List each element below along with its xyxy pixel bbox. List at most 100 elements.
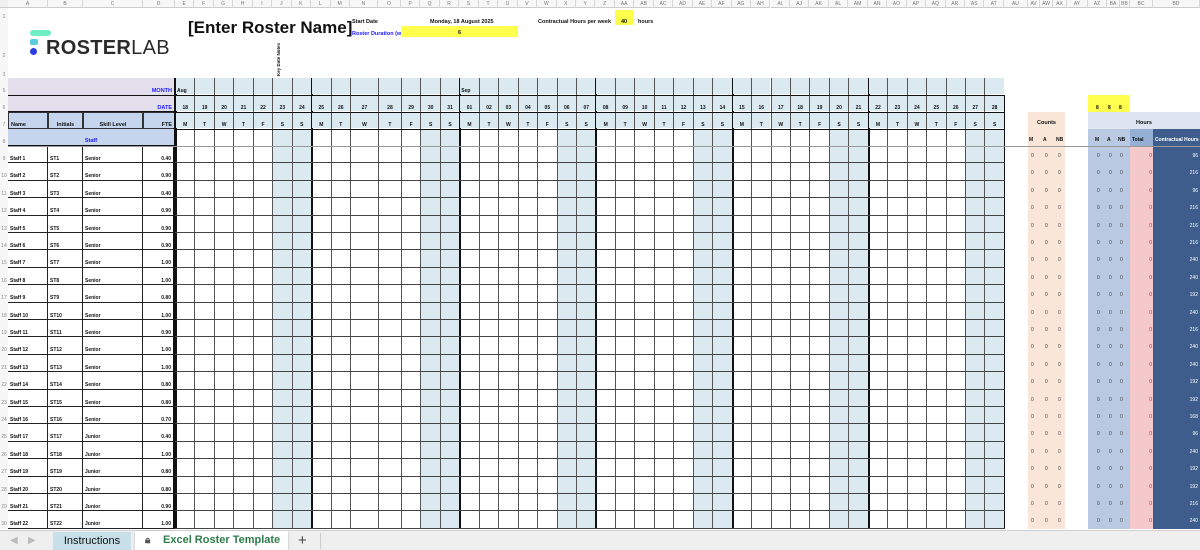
- day-cell[interactable]: T: [615, 113, 635, 128]
- staff-name-cell[interactable]: Staff 4: [8, 198, 48, 216]
- staff-skill-cell[interactable]: Junior: [83, 441, 143, 460]
- initials-column-header[interactable]: Initials: [48, 112, 83, 129]
- staff-name-cell[interactable]: Staff 20: [8, 476, 48, 494]
- month-cell[interactable]: [966, 78, 985, 94]
- staff-initials-cell[interactable]: ST16: [48, 407, 83, 425]
- staff-initials-cell[interactable]: ST8: [48, 267, 83, 286]
- column-header-ar[interactable]: AR: [945, 0, 965, 8]
- day-cell[interactable]: T: [888, 113, 907, 128]
- staff-name-cell[interactable]: Staff 21: [8, 494, 48, 512]
- staff-skill-cell[interactable]: Junior: [83, 459, 143, 477]
- staff-skill-cell[interactable]: Senior: [83, 180, 143, 199]
- staff-skill-cell[interactable]: Senior: [83, 372, 143, 390]
- month-cell[interactable]: [421, 78, 440, 94]
- month-cell[interactable]: [849, 78, 868, 94]
- month-cell[interactable]: [674, 78, 693, 94]
- row-header-6[interactable]: 6: [0, 95, 8, 112]
- staff-fte-cell[interactable]: 1.00: [143, 441, 175, 460]
- column-header-p[interactable]: P: [400, 0, 421, 8]
- date-cell[interactable]: 15: [732, 96, 752, 111]
- month-cell[interactable]: [654, 78, 674, 94]
- column-header-ae[interactable]: AE: [692, 0, 713, 8]
- date-cell[interactable]: 31: [440, 96, 460, 111]
- month-cell[interactable]: [378, 78, 401, 94]
- staff-fte-cell[interactable]: 0.90: [143, 494, 175, 512]
- row-header-28[interactable]: 28: [0, 476, 8, 494]
- staff-name-cell[interactable]: Staff 7: [8, 250, 48, 268]
- staff-fte-cell[interactable]: 0.80: [143, 459, 175, 477]
- date-cell[interactable]: 08: [596, 96, 615, 111]
- month-cell[interactable]: [195, 78, 214, 94]
- roster-title[interactable]: [Enter Roster Name]: [188, 18, 353, 37]
- staff-skill-cell[interactable]: Junior: [83, 424, 143, 442]
- date-cell[interactable]: 14: [713, 96, 732, 111]
- staff-skill-cell[interactable]: Junior: [83, 494, 143, 512]
- month-cell[interactable]: [253, 78, 273, 94]
- staff-fte-cell[interactable]: 0.90: [143, 320, 175, 338]
- scroll-left-arrow-icon[interactable]: ◀: [10, 535, 18, 546]
- day-cell[interactable]: T: [234, 113, 253, 128]
- day-cell[interactable]: T: [518, 113, 538, 128]
- staff-initials-cell[interactable]: ST13: [48, 354, 83, 373]
- staff-fte-cell[interactable]: 0.40: [143, 424, 175, 442]
- row-header-11[interactable]: 11: [0, 180, 8, 199]
- column-header-au[interactable]: AU: [1003, 0, 1028, 8]
- staff-name-cell[interactable]: Staff 14: [8, 372, 48, 390]
- month-cell[interactable]: Sep: [460, 78, 479, 94]
- column-header-aw[interactable]: AW: [1040, 0, 1053, 8]
- month-cell[interactable]: [829, 78, 849, 94]
- column-header-i[interactable]: I: [252, 0, 273, 8]
- date-cell[interactable]: 07: [577, 96, 596, 111]
- staff-name-cell[interactable]: Staff 12: [8, 337, 48, 355]
- row-header-3[interactable]: 3: [0, 65, 8, 78]
- shift-hours-fields[interactable]: [1088, 95, 1130, 112]
- day-cell[interactable]: M: [732, 113, 752, 128]
- staff-initials-cell[interactable]: ST5: [48, 215, 83, 233]
- day-cell[interactable]: W: [499, 113, 518, 128]
- date-cell[interactable]: 22: [868, 96, 888, 111]
- staff-name-cell[interactable]: Staff 15: [8, 389, 48, 407]
- staff-initials-cell[interactable]: ST12: [48, 337, 83, 355]
- start-date-value[interactable]: Monday, 18 August 2025: [430, 19, 494, 25]
- day-cell[interactable]: T: [331, 113, 350, 128]
- day-cell[interactable]: W: [214, 113, 234, 128]
- staff-name-cell[interactable]: Staff 10: [8, 302, 48, 320]
- column-header-ao[interactable]: AO: [887, 0, 907, 8]
- staff-skill-cell[interactable]: Senior: [83, 407, 143, 425]
- month-cell[interactable]: [292, 78, 312, 94]
- staff-name-cell[interactable]: Staff 16: [8, 407, 48, 425]
- month-cell[interactable]: [312, 78, 331, 94]
- staff-fte-cell[interactable]: 1.00: [143, 250, 175, 268]
- column-header-e[interactable]: E: [175, 0, 195, 8]
- month-cell[interactable]: [214, 78, 234, 94]
- column-header-x[interactable]: X: [556, 0, 576, 8]
- date-cell[interactable]: 20: [214, 96, 234, 111]
- column-header-ap[interactable]: AP: [906, 0, 927, 8]
- row-header-24[interactable]: 24: [0, 407, 8, 425]
- date-cell[interactable]: 28: [378, 96, 401, 111]
- staff-fte-cell[interactable]: 0.70: [143, 407, 175, 425]
- row-header-9[interactable]: 9: [0, 146, 8, 164]
- staff-skill-cell[interactable]: Senior: [83, 302, 143, 320]
- date-cell[interactable]: 02: [479, 96, 499, 111]
- column-header-m[interactable]: M: [330, 0, 350, 8]
- column-header-l[interactable]: L: [311, 0, 331, 8]
- column-header-ah[interactable]: AH: [751, 0, 771, 8]
- row-header-1[interactable]: 1: [0, 8, 8, 20]
- day-cell[interactable]: W: [350, 113, 378, 128]
- date-cell[interactable]: 24: [907, 96, 927, 111]
- month-cell[interactable]: [273, 78, 292, 94]
- day-cell[interactable]: F: [946, 113, 965, 128]
- month-cell[interactable]: [810, 78, 829, 94]
- staff-fte-cell[interactable]: 1.00: [143, 354, 175, 373]
- day-cell[interactable]: S: [577, 113, 596, 128]
- skill-level-column-header[interactable]: Skill Level: [83, 112, 143, 129]
- staff-fte-cell[interactable]: 0.90: [143, 233, 175, 251]
- staff-name-cell[interactable]: Staff 18: [8, 441, 48, 460]
- date-cell[interactable]: 23: [273, 96, 292, 111]
- month-cell[interactable]: [401, 78, 421, 94]
- column-header-c[interactable]: C: [83, 0, 143, 8]
- staff-skill-cell[interactable]: Senior: [83, 215, 143, 233]
- month-cell[interactable]: [234, 78, 253, 94]
- column-header-ac[interactable]: AC: [653, 0, 674, 8]
